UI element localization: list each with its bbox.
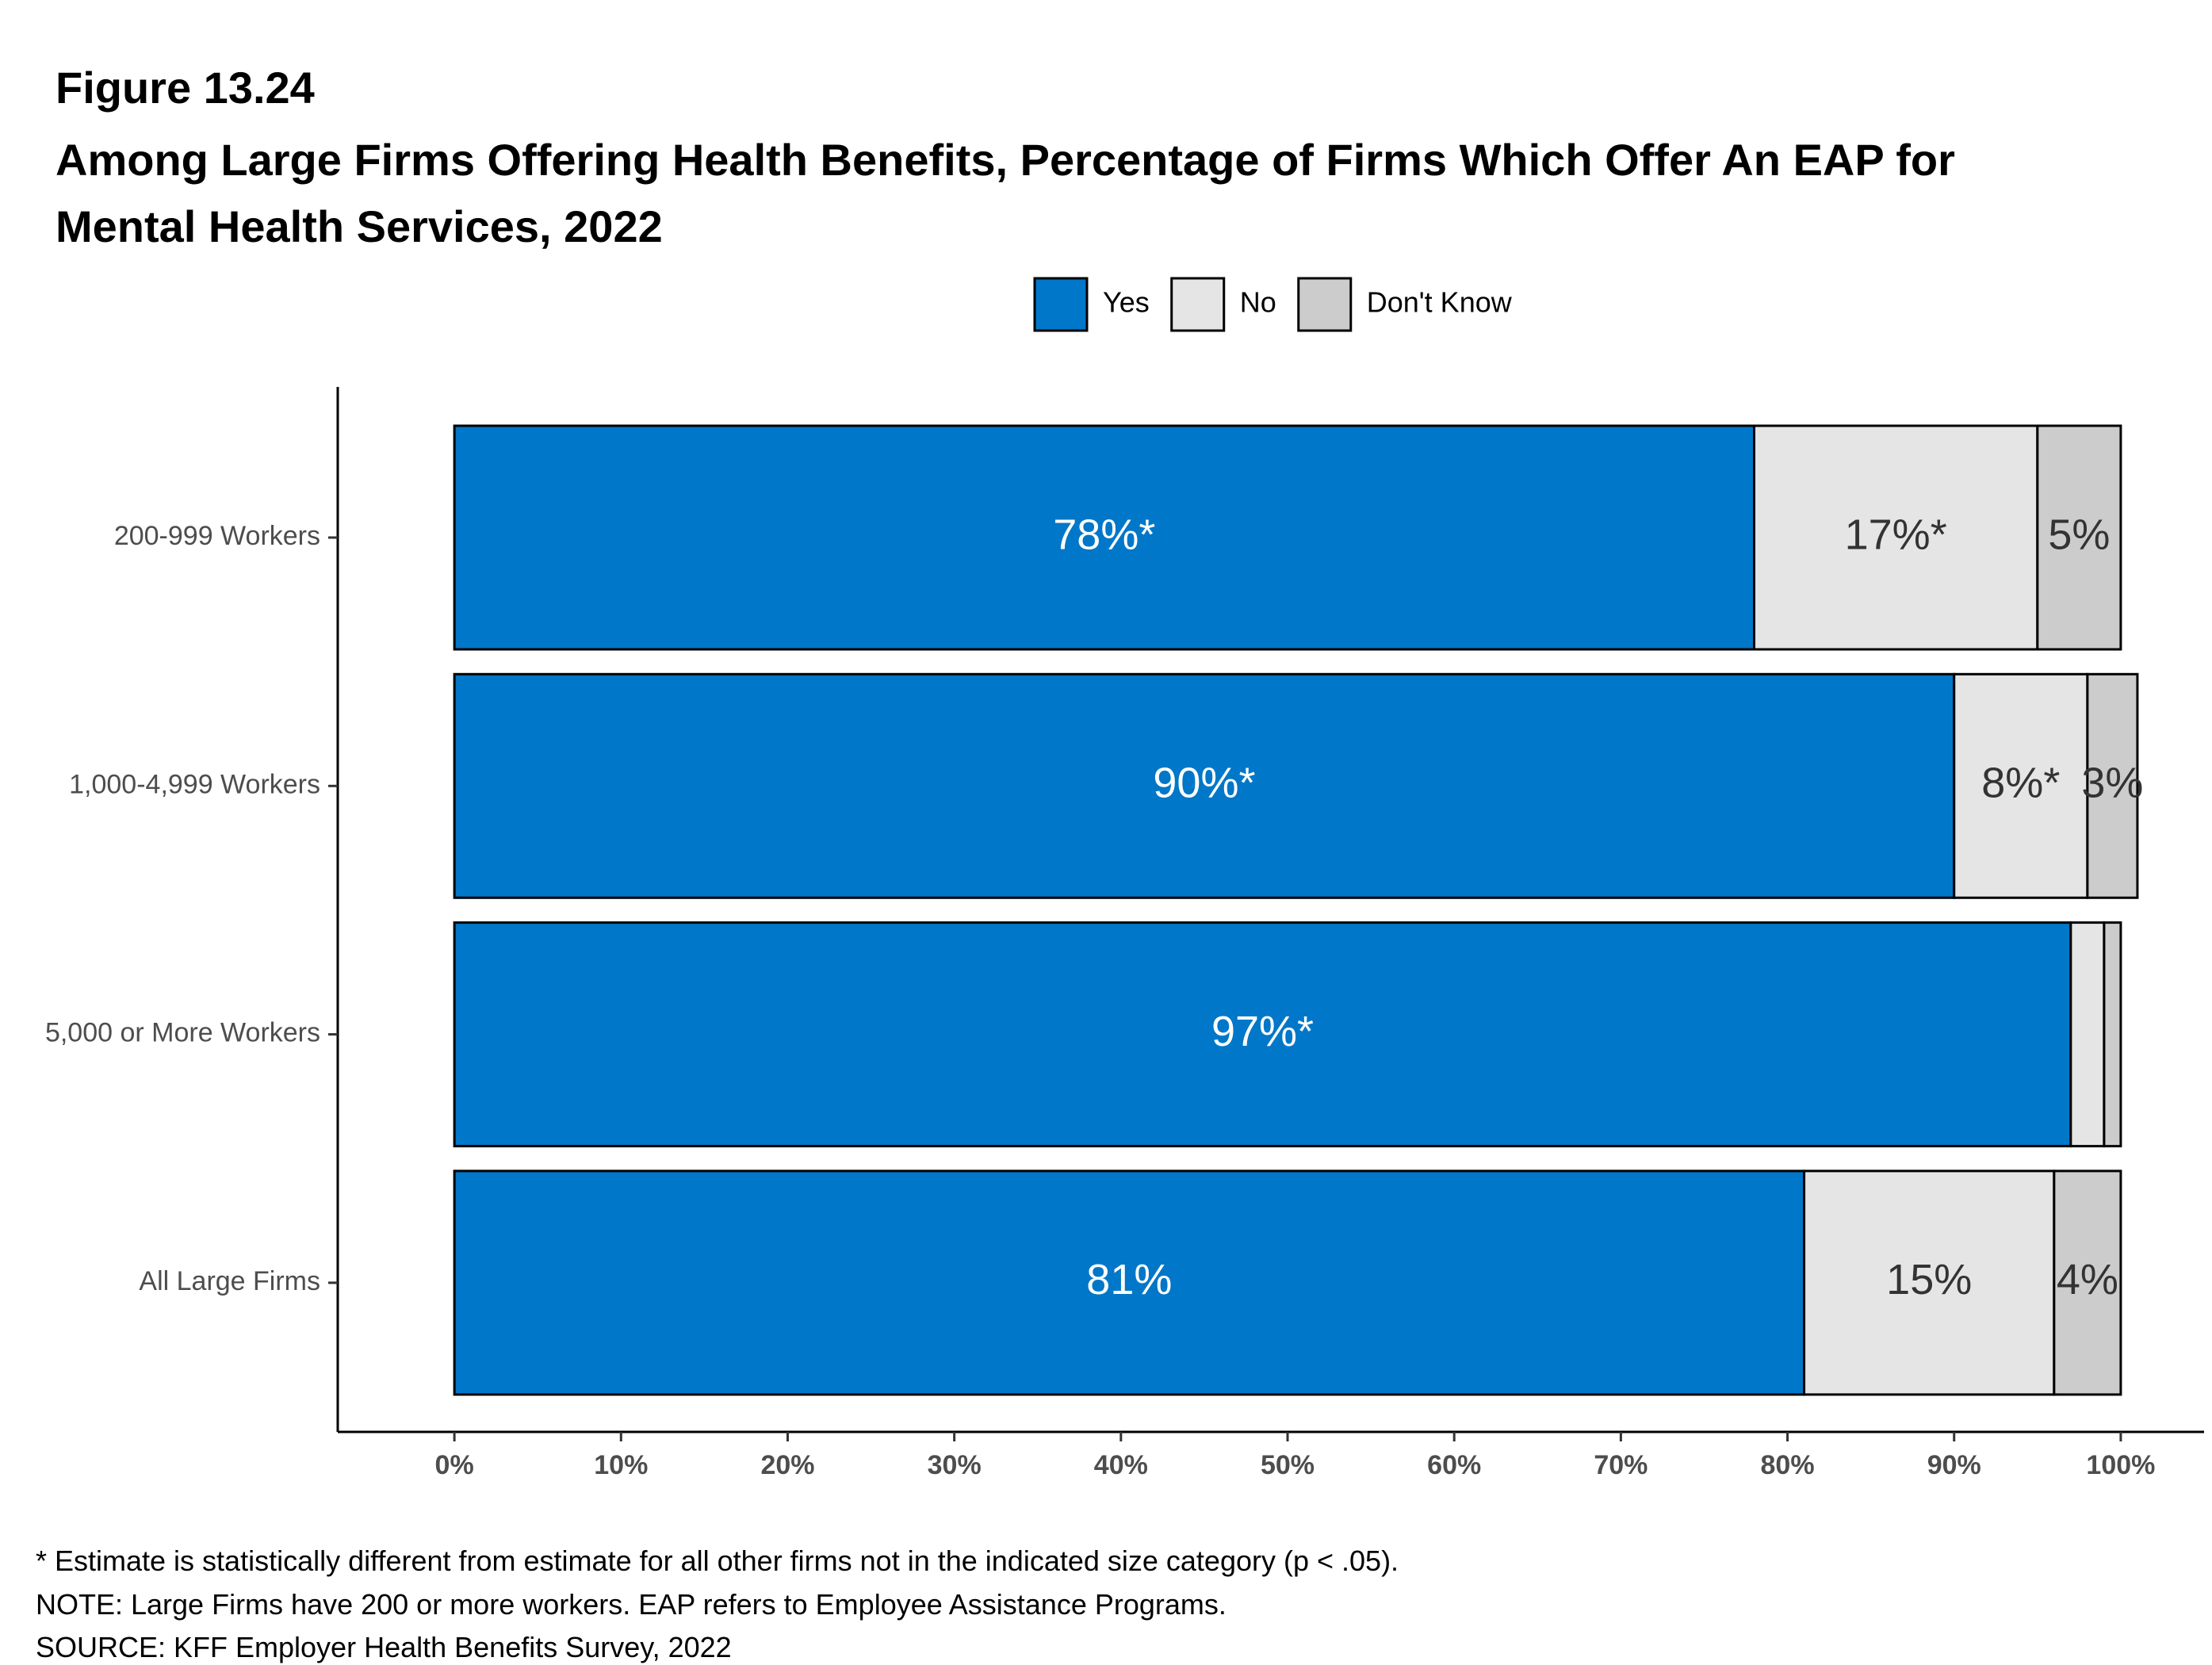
bar-segment (453, 921, 2072, 1148)
value-label: 4% (2057, 1256, 2118, 1303)
value-label: 8%* (1981, 760, 2060, 807)
bar-segment (2036, 424, 2122, 651)
bar-segment (2103, 921, 2122, 1148)
bar-segment (453, 1169, 1806, 1396)
figure-label: Figure 13.24 (55, 63, 315, 113)
value-label: 5% (2048, 511, 2110, 558)
footnote: * Estimate is statistically different fr… (36, 1544, 1399, 1577)
x-tick-label: 20% (760, 1450, 814, 1480)
x-tick-label: 40% (1094, 1450, 1148, 1480)
chart: 0% 10% 20% 30% 40% 50% 60% 70% 80% 90% 100% 200-999… (45, 277, 2204, 1480)
footnote: SOURCE: KFF Employer Health Benefits Sur… (36, 1631, 732, 1663)
x-tick-label: 50% (1261, 1450, 1315, 1480)
y-tick-label: 5,000 or More Workers (45, 1018, 320, 1048)
x-tick-label: 10% (594, 1450, 648, 1480)
value-label: 97%* (1211, 1008, 1314, 1055)
bar-segment (2053, 1169, 2122, 1396)
bar-segment (453, 672, 1956, 899)
bar-segment (1803, 1169, 2056, 1396)
x-tick-label: 0% (435, 1450, 474, 1480)
x-tick-label: 80% (1761, 1450, 1815, 1480)
x-tick-label: 60% (1427, 1450, 1481, 1480)
value-label: 3% (2081, 760, 2143, 807)
legend-swatch (1033, 277, 1089, 332)
y-tick-label: 200-999 Workers (114, 521, 320, 551)
value-label: 81% (1086, 1256, 1172, 1303)
x-tick-label: 70% (1594, 1450, 1648, 1480)
value-label: 15% (1886, 1256, 1972, 1303)
legend-label: Don't Know (1367, 286, 1513, 319)
legend-label: Yes (1103, 286, 1150, 319)
x-tick-label: 90% (1927, 1450, 1981, 1480)
value-label: 90%* (1153, 760, 1255, 807)
footnote: NOTE: Large Firms have 200 or more worke… (36, 1588, 1227, 1621)
legend-swatch (1297, 277, 1353, 332)
x-tick-label: 30% (928, 1450, 982, 1480)
y-tick-label: 1,000-4,999 Workers (69, 769, 320, 799)
bar-segment (2069, 921, 2106, 1148)
x-tick-label: 100% (2086, 1450, 2155, 1480)
legend-swatch (1170, 277, 1226, 332)
bar-segment (453, 424, 1756, 651)
chart-title: Among Large Firms Offering Health Benefi… (55, 135, 1955, 251)
bar-segment (2086, 672, 2139, 899)
legend-label: No (1240, 286, 1276, 319)
value-label: 78%* (1053, 511, 1155, 558)
bar-segment (1753, 424, 2039, 651)
y-tick-label: All Large Firms (139, 1266, 320, 1296)
value-label: 17%* (1845, 511, 1947, 558)
